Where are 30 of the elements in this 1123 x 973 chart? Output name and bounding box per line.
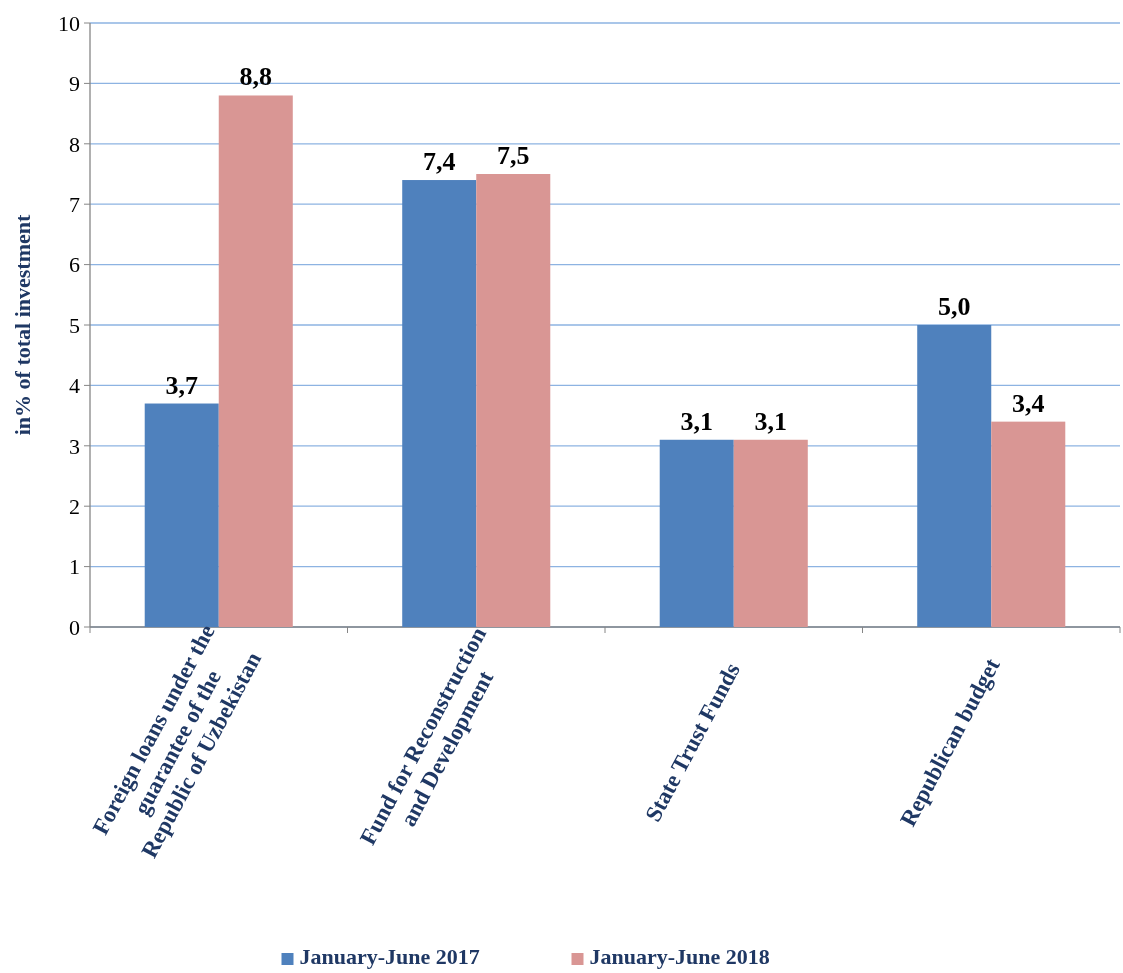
bar [476, 174, 551, 627]
data-label: 8,8 [239, 62, 273, 92]
y-tick-label: 2 [69, 493, 80, 519]
legend-label: January-June 2017 [299, 944, 480, 969]
y-tick-label: 7 [69, 191, 80, 217]
data-label: 5,0 [937, 292, 971, 321]
y-tick-label: 10 [58, 10, 80, 36]
y-tick-label: 3 [69, 433, 80, 459]
bar [991, 421, 1066, 627]
y-tick-label: 1 [69, 554, 80, 580]
data-label: 7,4 [422, 147, 456, 177]
y-tick-label: 6 [69, 252, 80, 278]
bar [144, 403, 219, 627]
y-tick-label: 5 [69, 312, 80, 338]
bar [402, 180, 477, 627]
data-label: 3,1 [754, 406, 788, 436]
legend-label: January-June 2018 [589, 944, 770, 969]
bar [218, 95, 293, 627]
data-label: 3,4 [1012, 388, 1045, 418]
bar [917, 325, 992, 627]
y-tick-label: 0 [69, 614, 80, 640]
data-label: 3,7 [165, 370, 198, 400]
data-label: 7,5 [497, 141, 530, 170]
y-axis-title: in% of total investment [10, 214, 35, 436]
data-label: 3,1 [680, 406, 713, 436]
bar [659, 439, 734, 627]
y-tick-label: 8 [69, 131, 80, 157]
bar [733, 439, 808, 627]
y-tick-label: 9 [69, 71, 80, 97]
y-tick-label: 4 [69, 373, 80, 399]
